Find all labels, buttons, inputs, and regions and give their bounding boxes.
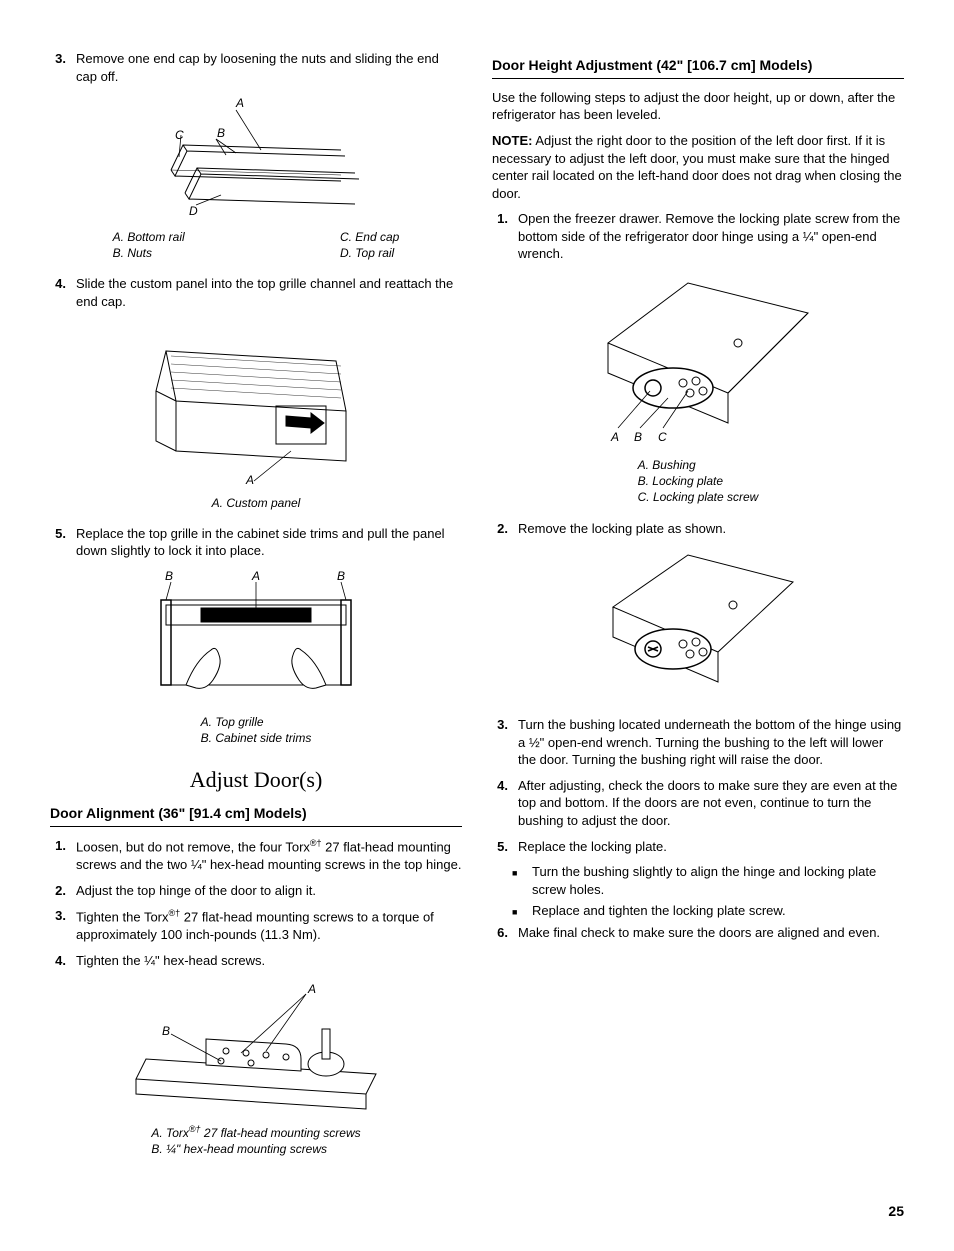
figure-3: B A B A. Top grille B. Cabinet side trim…: [50, 570, 462, 747]
dh-step-5-sub2: Replace and tighten the locking plate sc…: [512, 902, 904, 920]
page-number: 25: [50, 1202, 904, 1221]
da-step-1: 1. Loosen, but do not remove, the four T…: [50, 837, 462, 873]
dh-step-1: 1. Open the freezer drawer. Remove the l…: [492, 210, 904, 263]
svg-text:B: B: [337, 570, 345, 583]
svg-text:A: A: [251, 570, 260, 583]
dh-step-5-sub1: Turn the bushing slightly to align the h…: [512, 863, 904, 898]
svg-text:B: B: [217, 126, 225, 140]
note: NOTE: Adjust the right door to the posit…: [492, 132, 904, 202]
svg-text:B: B: [162, 1024, 170, 1038]
svg-text:A: A: [235, 96, 244, 110]
svg-text:B: B: [165, 570, 173, 583]
svg-text:A: A: [245, 473, 254, 487]
figure-4: A B A. Torx®† 27 flat-head mounting scre…: [50, 979, 462, 1158]
figure-1: A C B D A. Bottom rail B. Nuts C. End ca…: [50, 95, 462, 261]
dh-step-5: 5. Replace the locking plate.: [492, 838, 904, 856]
step-3: 3. Remove one end cap by loosening the n…: [50, 50, 462, 85]
figure-2: A A. Custom panel: [50, 321, 462, 511]
da-step-2: 2. Adjust the top hinge of the door to a…: [50, 882, 462, 900]
dh-step-3: 3. Turn the bushing located underneath t…: [492, 716, 904, 769]
svg-text:C: C: [175, 128, 184, 142]
step-4: 4. Slide the custom panel into the top g…: [50, 275, 462, 310]
section-heading: Adjust Door(s): [50, 765, 462, 795]
svg-text:A: A: [610, 430, 619, 444]
svg-text:A: A: [307, 982, 316, 996]
da-step-3: 3. Tighten the Torx®† 27 flat-head mount…: [50, 907, 462, 943]
dh-step-2: 2. Remove the locking plate as shown.: [492, 520, 904, 538]
svg-text:B: B: [634, 430, 642, 444]
da-step-4: 4. Tighten the ¼" hex-head screws.: [50, 952, 462, 970]
figure-5: A B C A. Bushing B. Locking plate C. Loc…: [492, 273, 904, 506]
svg-text:D: D: [189, 204, 198, 218]
subsection-door-align: Door Alignment (36" [91.4 cm] Models): [50, 804, 462, 827]
intro-text: Use the following steps to adjust the do…: [492, 89, 904, 124]
step-5: 5. Replace the top grille in the cabinet…: [50, 525, 462, 560]
dh-step-6: 6. Make final check to make sure the doo…: [492, 924, 904, 942]
subsection-door-height: Door Height Adjustment (42" [106.7 cm] M…: [492, 56, 904, 79]
dh-step-4: 4. After adjusting, check the doors to m…: [492, 777, 904, 830]
figure-6: [492, 547, 904, 702]
svg-text:C: C: [658, 430, 667, 444]
